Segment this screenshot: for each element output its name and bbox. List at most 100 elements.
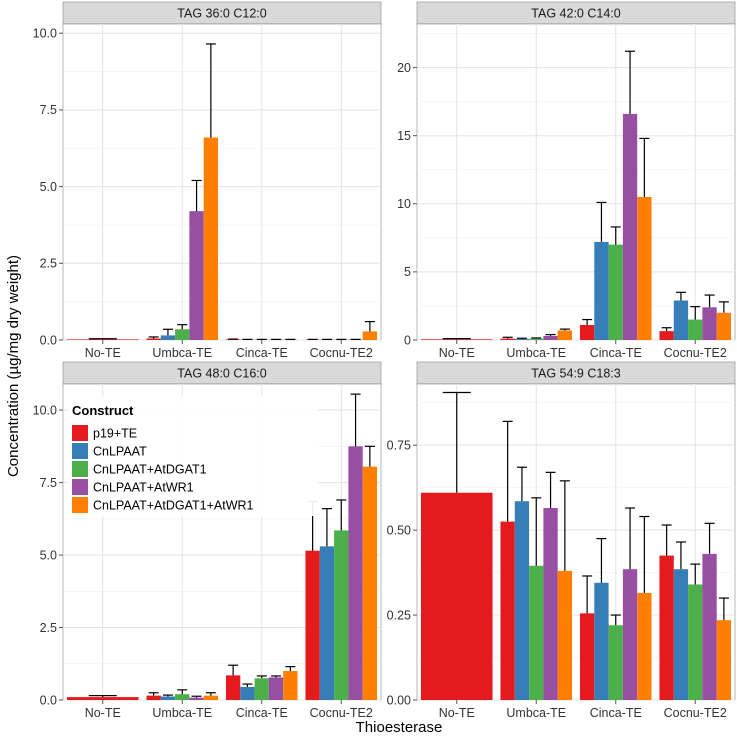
panel-4-x-tick-label-umbca-te: Umbca-TE	[506, 706, 566, 720]
panel-4-title: TAG 54:9 C18:3	[531, 367, 620, 381]
panel-3-bar-umbca-te-cnlpaat	[160, 696, 176, 700]
panel-4-x-tick-label-no-te: No-TE	[439, 706, 475, 720]
panel-3-bar-cocnu-te2-cnlpaat	[319, 546, 335, 700]
panel-4-y-tick-label: 0.25	[387, 608, 411, 622]
panel-3-bar-cinca-te-cnlpaat-atdgat1	[254, 678, 269, 700]
panel-3-bar-cocnu-te2-p19-te	[305, 550, 320, 700]
panel-4-bar-umbca-te-p19-te	[500, 521, 515, 700]
legend-swatch-cnlpaat-atdgat1-atwr1	[72, 497, 88, 513]
panel-3-bar-cinca-te-cnlpaat-atdgat1-atwr1	[283, 671, 298, 700]
panel-4-y-tick-label: 0.00	[387, 693, 411, 707]
panel-3-x-tick-label-cocnu-te2: Cocnu-TE2	[310, 706, 373, 720]
legend-swatch-cnlpaat-atwr1	[72, 479, 88, 495]
panel-1-bar-cinca-te-p19-te	[225, 339, 241, 340]
panel-4-bar-umbca-te-cnlpaat-atdgat1-atwr1	[557, 570, 573, 700]
legend-swatch-p19-te	[72, 425, 88, 441]
panel-3-bar-no-te-p19-te	[66, 697, 139, 700]
panel-4-bar-umbca-te-cnlpaat	[514, 501, 530, 700]
panel-2: TAG 42:0 C14:0 0 5 10 15 20 No-TE Umbca-TE Cinca…	[397, 1, 736, 360]
y-axis-title: Concentration (µg/mg dry weight)	[5, 255, 22, 477]
panel-4-bar-umbca-te-cnlpaat-atdgat1	[529, 565, 544, 700]
panel-4: TAG 54:9 C18:3 0.00 0.25 0.50 0.75 No-TE Umbca…	[387, 361, 736, 720]
panel-3-x-tick-label-umbca-te: Umbca-TE	[152, 706, 212, 720]
panel-4-bar-cocnu-te2-p19-te	[659, 555, 674, 700]
panel-2-y-tick-label: 10	[397, 197, 411, 211]
legend-swatch-cnlpaat-atdgat1	[72, 461, 88, 477]
panel-2-bar-cocnu-te2-cnlpaat-atwr1	[702, 307, 717, 340]
legend-background	[68, 396, 318, 516]
panel-2-bar-umbca-te-cnlpaat-atdgat1	[529, 338, 544, 340]
panel-1-y-tick-label: 10.0	[33, 27, 57, 41]
legend-label-cnlpaat-atdgat1: CnLPAAT+AtDGAT1	[93, 463, 207, 477]
panel-4-bar-cocnu-te2-cnlpaat-atwr1	[702, 553, 717, 700]
panel-2-bar-cinca-te-cnlpaat-atwr1	[622, 113, 638, 341]
panel-2-bar-cinca-te-cnlpaat-atdgat1	[608, 244, 623, 340]
legend-swatch-cnlpaat	[72, 443, 88, 459]
panel-3-bar-cinca-te-cnlpaat-atwr1	[268, 677, 284, 700]
panel-3-bar-cinca-te-cnlpaat	[240, 686, 255, 700]
panel-3-x-tick-label-cinca-te: Cinca-TE	[236, 706, 288, 720]
panel-3-y-tick-label: 5.0	[40, 548, 57, 562]
panel-1-bar-umbca-te-p19-te	[146, 338, 161, 340]
panel-3-bar-cinca-te-p19-te	[225, 675, 241, 700]
panel-3-y-tick-label: 10.0	[33, 403, 57, 417]
panel-2-x-tick-label-cocnu-te2: Cocnu-TE2	[664, 346, 727, 360]
panel-3-y-tick-label: 0.0	[40, 693, 57, 707]
panel-3-bar-umbca-te-cnlpaat-atwr1	[189, 697, 204, 700]
panel-1-y-tick-label: 5.0	[40, 180, 57, 194]
panel-4-x-tick-label-cinca-te: Cinca-TE	[590, 706, 642, 720]
panel-4-bar-cinca-te-cnlpaat-atwr1	[622, 569, 638, 700]
panel-3-y-tick-label: 2.5	[40, 621, 57, 635]
legend: Construct p19+TE CnLPAAT CnLPAAT+AtDGAT1 CnL…	[68, 396, 318, 516]
panel-3-bar-umbca-te-cnlpaat-atdgat1	[175, 694, 190, 700]
panel-1-y-tick-label: 7.5	[40, 103, 57, 117]
panel-3-bar-cocnu-te2-cnlpaat-atwr1	[348, 446, 363, 700]
panel-1-x-tick-label-no-te: No-TE	[85, 346, 121, 360]
panel-4-y-tick-label: 0.50	[387, 523, 411, 537]
panel-2-x-tick-label-no-te: No-TE	[439, 346, 475, 360]
panel-2-y-tick-label: 5	[404, 265, 411, 279]
panel-2-bar-cocnu-te2-cnlpaat	[673, 300, 689, 340]
panel-2-x-tick-label-umbca-te: Umbca-TE	[506, 346, 566, 360]
panel-4-bar-no-te-p19-te	[420, 492, 493, 700]
panel-4-bar-cinca-te-cnlpaat-atdgat1-atwr1	[637, 592, 652, 700]
panel-4-bar-cocnu-te2-cnlpaat	[673, 569, 689, 700]
panel-1-bar-umbca-te-cnlpaat-atwr1	[189, 211, 204, 340]
panel-2-y-tick-label: 0	[404, 333, 411, 347]
panel-1-x-tick-label-cinca-te: Cinca-TE	[236, 346, 288, 360]
panel-4-bar-cinca-te-cnlpaat-atdgat1	[608, 625, 623, 700]
legend-label-cnlpaat: CnLPAAT	[93, 445, 147, 459]
panel-3-title: TAG 48:0 C16:0	[177, 367, 266, 381]
panel-1-bar-umbca-te-cnlpaat-atdgat1	[175, 329, 190, 340]
panel-2-bar-cinca-te-cnlpaat-atdgat1-atwr1	[637, 196, 652, 340]
panel-2-bar-cinca-te-p19-te	[579, 325, 595, 340]
panel-1-title: TAG 36:0 C12:0	[177, 7, 266, 21]
panel-1-bar-no-te-p19-te	[66, 339, 139, 340]
panel-4-bar-umbca-te-cnlpaat-atwr1	[543, 508, 558, 700]
legend-label-p19-te: p19+TE	[93, 427, 137, 441]
panel-2-bar-umbca-te-cnlpaat-atdgat1-atwr1	[557, 330, 573, 340]
panel-2-bar-cocnu-te2-cnlpaat-atdgat1	[688, 319, 703, 340]
panel-2-bar-cocnu-te2-cnlpaat-atdgat1-atwr1	[716, 312, 732, 340]
panel-1-x-tick-label-cocnu-te2: Cocnu-TE2	[310, 346, 373, 360]
panel-3-x-tick-label-no-te: No-TE	[85, 706, 121, 720]
panel-1-y-tick-label: 0.0	[40, 333, 57, 347]
panel-2-y-tick-label: 20	[397, 61, 411, 75]
panel-3-bar-cocnu-te2-cnlpaat-atdgat1	[334, 530, 349, 700]
panel-1: TAG 36:0 C12:0 0.0 2.5 5.0 7.5 10.0 No-TE Umbca…	[33, 1, 382, 360]
panel-1-plot-area	[62, 23, 382, 341]
panel-1-bar-cocnu-te2-cnlpaat-atdgat1-atwr1	[362, 331, 378, 340]
panel-2-bar-umbca-te-p19-te	[500, 338, 515, 340]
panel-4-bar-cocnu-te2-cnlpaat-atdgat1-atwr1	[716, 620, 732, 700]
panel-4-bar-cinca-te-p19-te	[579, 613, 595, 700]
panel-2-x-tick-label-cinca-te: Cinca-TE	[590, 346, 642, 360]
panel-2-bar-umbca-te-cnlpaat	[514, 338, 530, 340]
panel-1-bar-umbca-te-cnlpaat	[160, 335, 176, 340]
panel-2-bar-umbca-te-cnlpaat-atwr1	[543, 335, 558, 340]
panel-4-y-tick-label: 0.75	[387, 438, 411, 452]
panel-1-bar-umbca-te-cnlpaat-atdgat1-atwr1	[203, 137, 219, 340]
panel-3-y-tick-label: 7.5	[40, 476, 57, 490]
legend-title: Construct	[72, 403, 134, 418]
panel-1-x-tick-label-umbca-te: Umbca-TE	[152, 346, 212, 360]
